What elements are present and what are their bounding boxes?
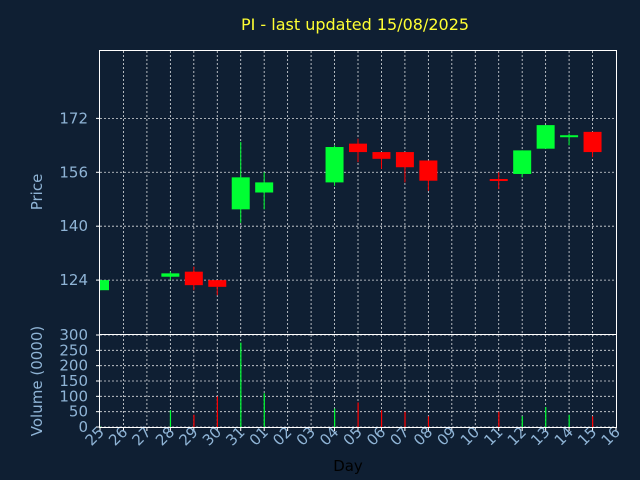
volume-tick-label: 50	[69, 403, 88, 421]
candle-body	[208, 280, 227, 287]
volume-axis-label: Volume (0000)	[28, 326, 46, 436]
volume-bar	[404, 411, 406, 427]
volume-bar	[592, 416, 594, 427]
volume-tick-label: 200	[59, 357, 88, 375]
volume-tick-label: 250	[59, 341, 88, 359]
candle-body	[184, 271, 203, 286]
volume-bar	[427, 416, 430, 427]
price-tick-label: 140	[59, 217, 88, 235]
candle-body	[419, 160, 438, 181]
candle-body	[372, 152, 391, 159]
candle-body	[395, 152, 414, 168]
candle-body	[560, 135, 579, 138]
volume-tick-label: 100	[59, 387, 88, 405]
volume-bar	[216, 396, 218, 427]
volume-series	[99, 342, 594, 427]
candle-body	[489, 179, 508, 182]
volume-grid	[100, 334, 616, 428]
candle-body	[161, 273, 180, 277]
volume-bar	[380, 410, 383, 427]
volume-tick-label: 300	[59, 326, 88, 344]
candle-body	[536, 125, 555, 149]
price-tick-label: 156	[59, 163, 88, 181]
volume-bar	[240, 342, 242, 427]
candle-body	[100, 280, 109, 291]
candle-body	[231, 177, 250, 210]
price-tick-label: 124	[59, 271, 88, 289]
volume-panel-frame	[99, 334, 617, 428]
candle-body	[513, 150, 532, 174]
price-axis-label: Price	[28, 174, 46, 211]
volume-bar	[357, 402, 359, 427]
chart-title: PI - last updated 15/08/2025	[241, 15, 469, 34]
volume-bar	[568, 414, 570, 427]
volume-bar	[545, 407, 547, 427]
volume-bar	[263, 393, 265, 427]
volume-bar	[334, 408, 336, 427]
volume-bar	[498, 411, 500, 427]
volume-tick-label: 150	[59, 372, 88, 390]
x-axis-label: Day	[333, 457, 363, 475]
candle-body	[583, 131, 602, 153]
candle-body	[325, 147, 344, 183]
candle-body	[255, 182, 274, 193]
volume-bar	[193, 414, 195, 427]
volume-bar	[99, 426, 101, 427]
volume-bar	[169, 410, 172, 427]
candlestick-series	[99, 125, 602, 296]
volume-bar	[521, 416, 523, 427]
volume-tick-label: 0	[78, 418, 88, 436]
candle-body	[349, 143, 367, 153]
price-tick-label: 172	[59, 109, 88, 127]
